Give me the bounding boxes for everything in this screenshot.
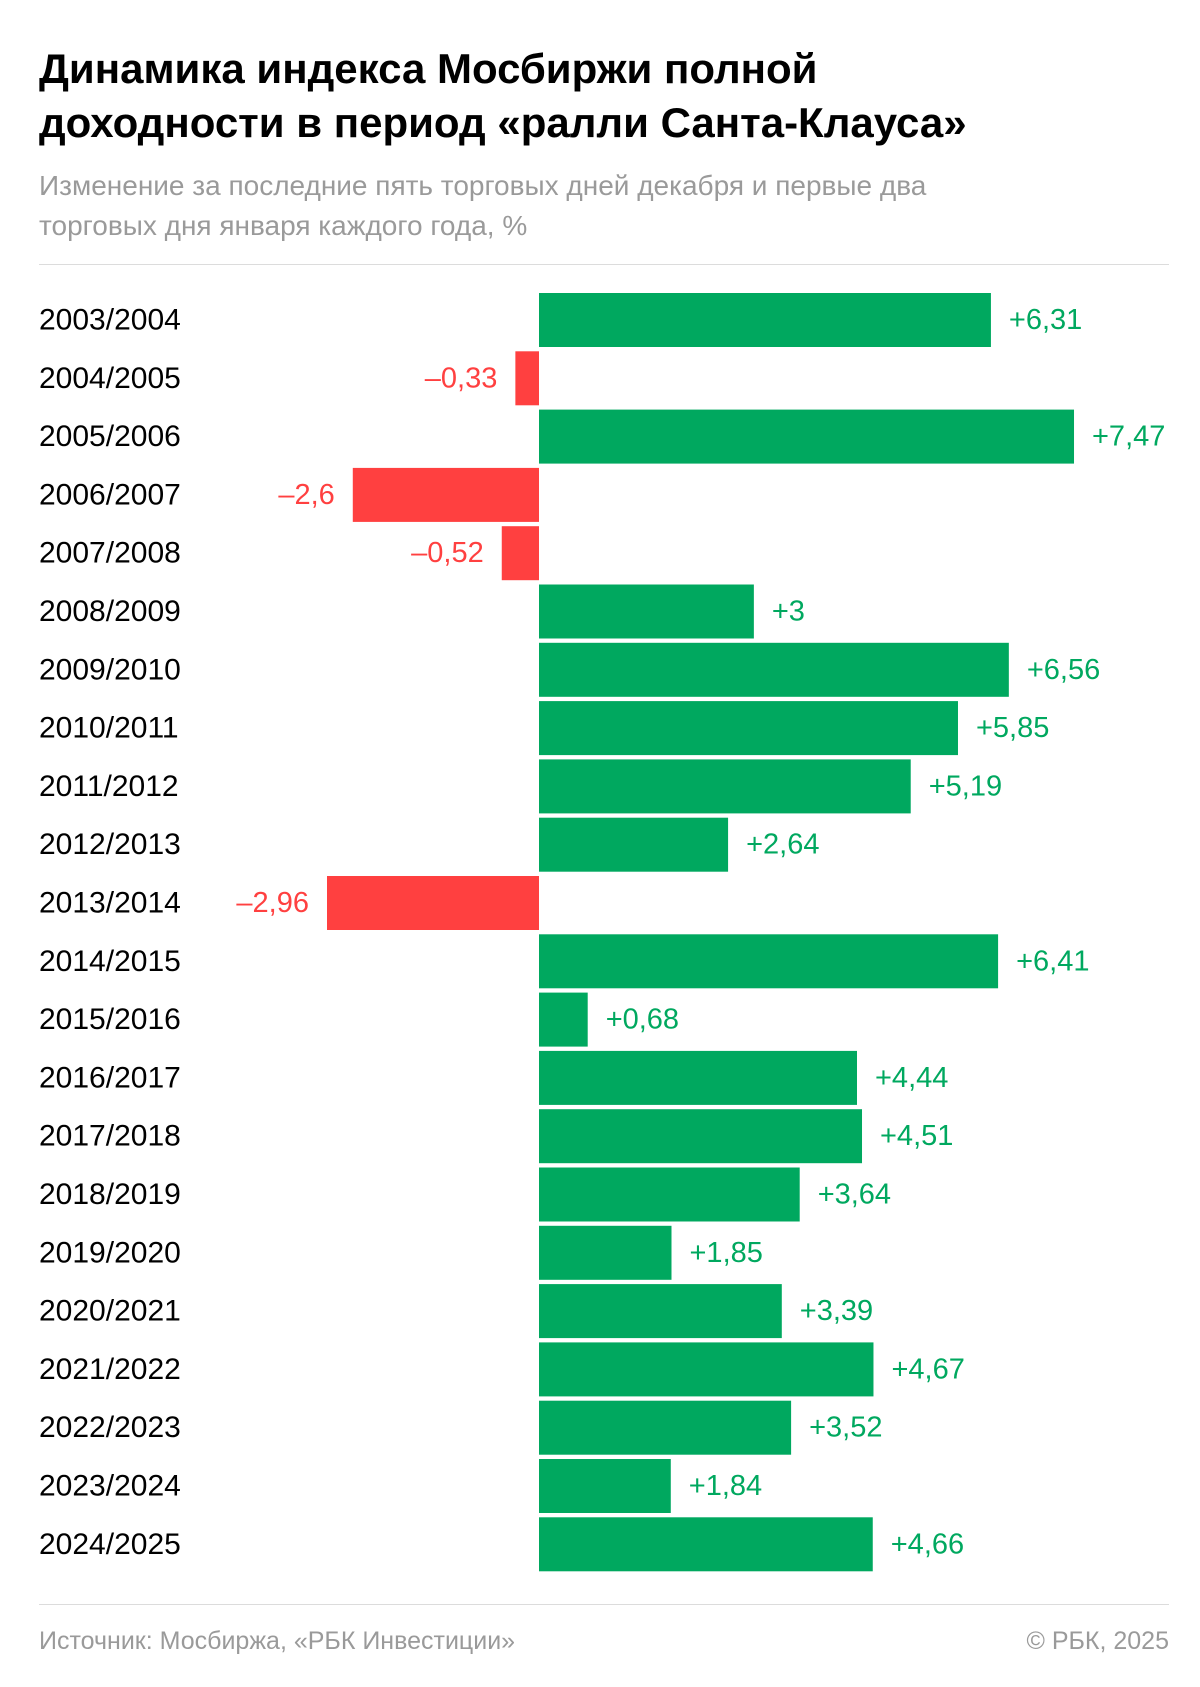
category-label: 2015/2016 bbox=[39, 1003, 181, 1036]
bar-negative bbox=[501, 526, 539, 581]
value-label: +4,44 bbox=[875, 1062, 948, 1094]
chart-subtitle-line-2: торговых дня января каждого года, % bbox=[39, 210, 528, 241]
bottom-divider bbox=[39, 1604, 1169, 1605]
bar-positive bbox=[539, 1342, 874, 1397]
value-label: +6,56 bbox=[1027, 654, 1100, 686]
chart-title-line-1: Динамика индекса Мосбиржи полной bbox=[39, 45, 818, 92]
category-label: 2007/2008 bbox=[39, 537, 181, 570]
value-label: +6,41 bbox=[1016, 945, 1089, 977]
bar-positive bbox=[539, 1225, 672, 1280]
bar-positive bbox=[539, 934, 999, 989]
category-label: 2021/2022 bbox=[39, 1353, 181, 1386]
category-label: 2024/2025 bbox=[39, 1528, 181, 1561]
bar-negative bbox=[515, 351, 539, 406]
category-label: 2012/2013 bbox=[39, 828, 181, 861]
value-label: –0,52 bbox=[411, 537, 484, 569]
value-label: +5,85 bbox=[976, 712, 1049, 744]
chart-title: Динамика индекса Мосбиржи полной доходно… bbox=[39, 42, 1169, 150]
category-label: 2004/2005 bbox=[39, 362, 181, 395]
source-note: Источник: Мосбиржа, «РБК Инвестиции» bbox=[39, 1627, 516, 1655]
bar-positive bbox=[539, 1459, 671, 1513]
value-label: +3,52 bbox=[809, 1412, 882, 1444]
category-label: 2008/2009 bbox=[39, 595, 181, 628]
value-label: +1,84 bbox=[689, 1470, 762, 1502]
value-label: +2,64 bbox=[746, 829, 819, 861]
bar-positive bbox=[539, 1167, 800, 1222]
category-label: 2022/2023 bbox=[39, 1411, 181, 1444]
category-label: 2005/2006 bbox=[39, 420, 181, 453]
category-label: 2014/2015 bbox=[39, 945, 181, 978]
top-divider bbox=[39, 264, 1169, 265]
bar-positive bbox=[539, 1050, 857, 1105]
value-label: +5,19 bbox=[929, 770, 1002, 802]
value-label: +4,67 bbox=[891, 1353, 964, 1385]
value-label: +3 bbox=[772, 596, 805, 628]
bar-positive bbox=[539, 1517, 873, 1572]
bar-positive bbox=[539, 293, 991, 347]
category-label: 2016/2017 bbox=[39, 1061, 181, 1094]
value-label: –0,33 bbox=[425, 362, 498, 394]
value-label: –2,6 bbox=[278, 479, 334, 511]
value-label: +6,31 bbox=[1009, 304, 1082, 336]
bar-positive bbox=[539, 759, 911, 814]
bar-positive bbox=[539, 584, 754, 639]
copyright-note: © РБК, 2025 bbox=[1026, 1627, 1169, 1655]
category-label: 2006/2007 bbox=[39, 478, 181, 511]
bar-positive bbox=[539, 409, 1075, 464]
value-label: +1,85 bbox=[690, 1237, 763, 1269]
value-label: +3,39 bbox=[800, 1295, 873, 1327]
bar-positive bbox=[539, 817, 729, 872]
bar-negative bbox=[327, 876, 539, 930]
bar-positive bbox=[539, 701, 958, 756]
bar-negative bbox=[352, 467, 539, 522]
bar-positive bbox=[539, 992, 588, 1047]
category-label: 2011/2012 bbox=[39, 770, 179, 803]
value-label: +3,64 bbox=[818, 1179, 891, 1211]
value-label: +4,66 bbox=[891, 1528, 964, 1560]
value-label: +0,68 bbox=[606, 1004, 679, 1036]
category-label: 2023/2024 bbox=[39, 1470, 181, 1503]
category-label: 2009/2010 bbox=[39, 653, 181, 686]
chart-subtitle-line-1: Изменение за последние пять торговых дне… bbox=[39, 170, 927, 201]
category-label: 2013/2014 bbox=[39, 887, 181, 920]
bar-positive bbox=[539, 1109, 863, 1164]
bar-positive bbox=[539, 642, 1009, 697]
category-label: 2019/2020 bbox=[39, 1236, 181, 1269]
category-label: 2020/2021 bbox=[39, 1295, 181, 1328]
chart-title-line-2: доходности в период «ралли Санта-Клауса» bbox=[39, 99, 967, 146]
category-label: 2003/2004 bbox=[39, 304, 181, 337]
category-label: 2017/2018 bbox=[39, 1120, 181, 1153]
bar-positive bbox=[539, 1400, 792, 1455]
bar-positive bbox=[539, 1284, 782, 1339]
value-label: +4,51 bbox=[880, 1120, 953, 1152]
chart-subtitle: Изменение за последние пять торговых дне… bbox=[39, 166, 1169, 246]
category-label: 2018/2019 bbox=[39, 1178, 181, 1211]
value-label: –2,96 bbox=[236, 887, 309, 919]
category-label: 2010/2011 bbox=[39, 712, 179, 745]
value-label: +7,47 bbox=[1092, 421, 1165, 453]
